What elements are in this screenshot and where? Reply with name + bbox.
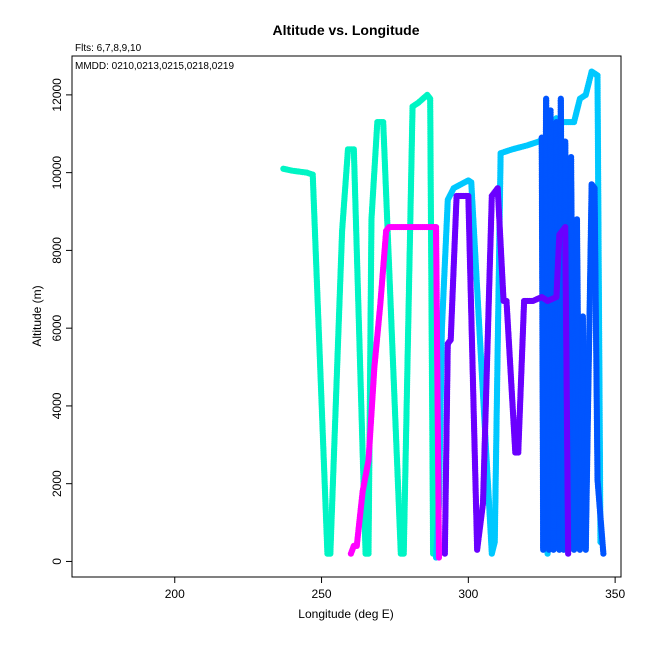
mmdd-note: MMDD: 0210,0213,0215,0218,0219 (75, 61, 234, 72)
series-1 (280, 91, 437, 557)
chart-title: Altitude vs. Longitude (273, 22, 420, 38)
series-layer (280, 68, 607, 561)
plot-frame (71, 55, 622, 578)
flights-note: Flts: 6,7,8,9,10 (75, 43, 142, 54)
